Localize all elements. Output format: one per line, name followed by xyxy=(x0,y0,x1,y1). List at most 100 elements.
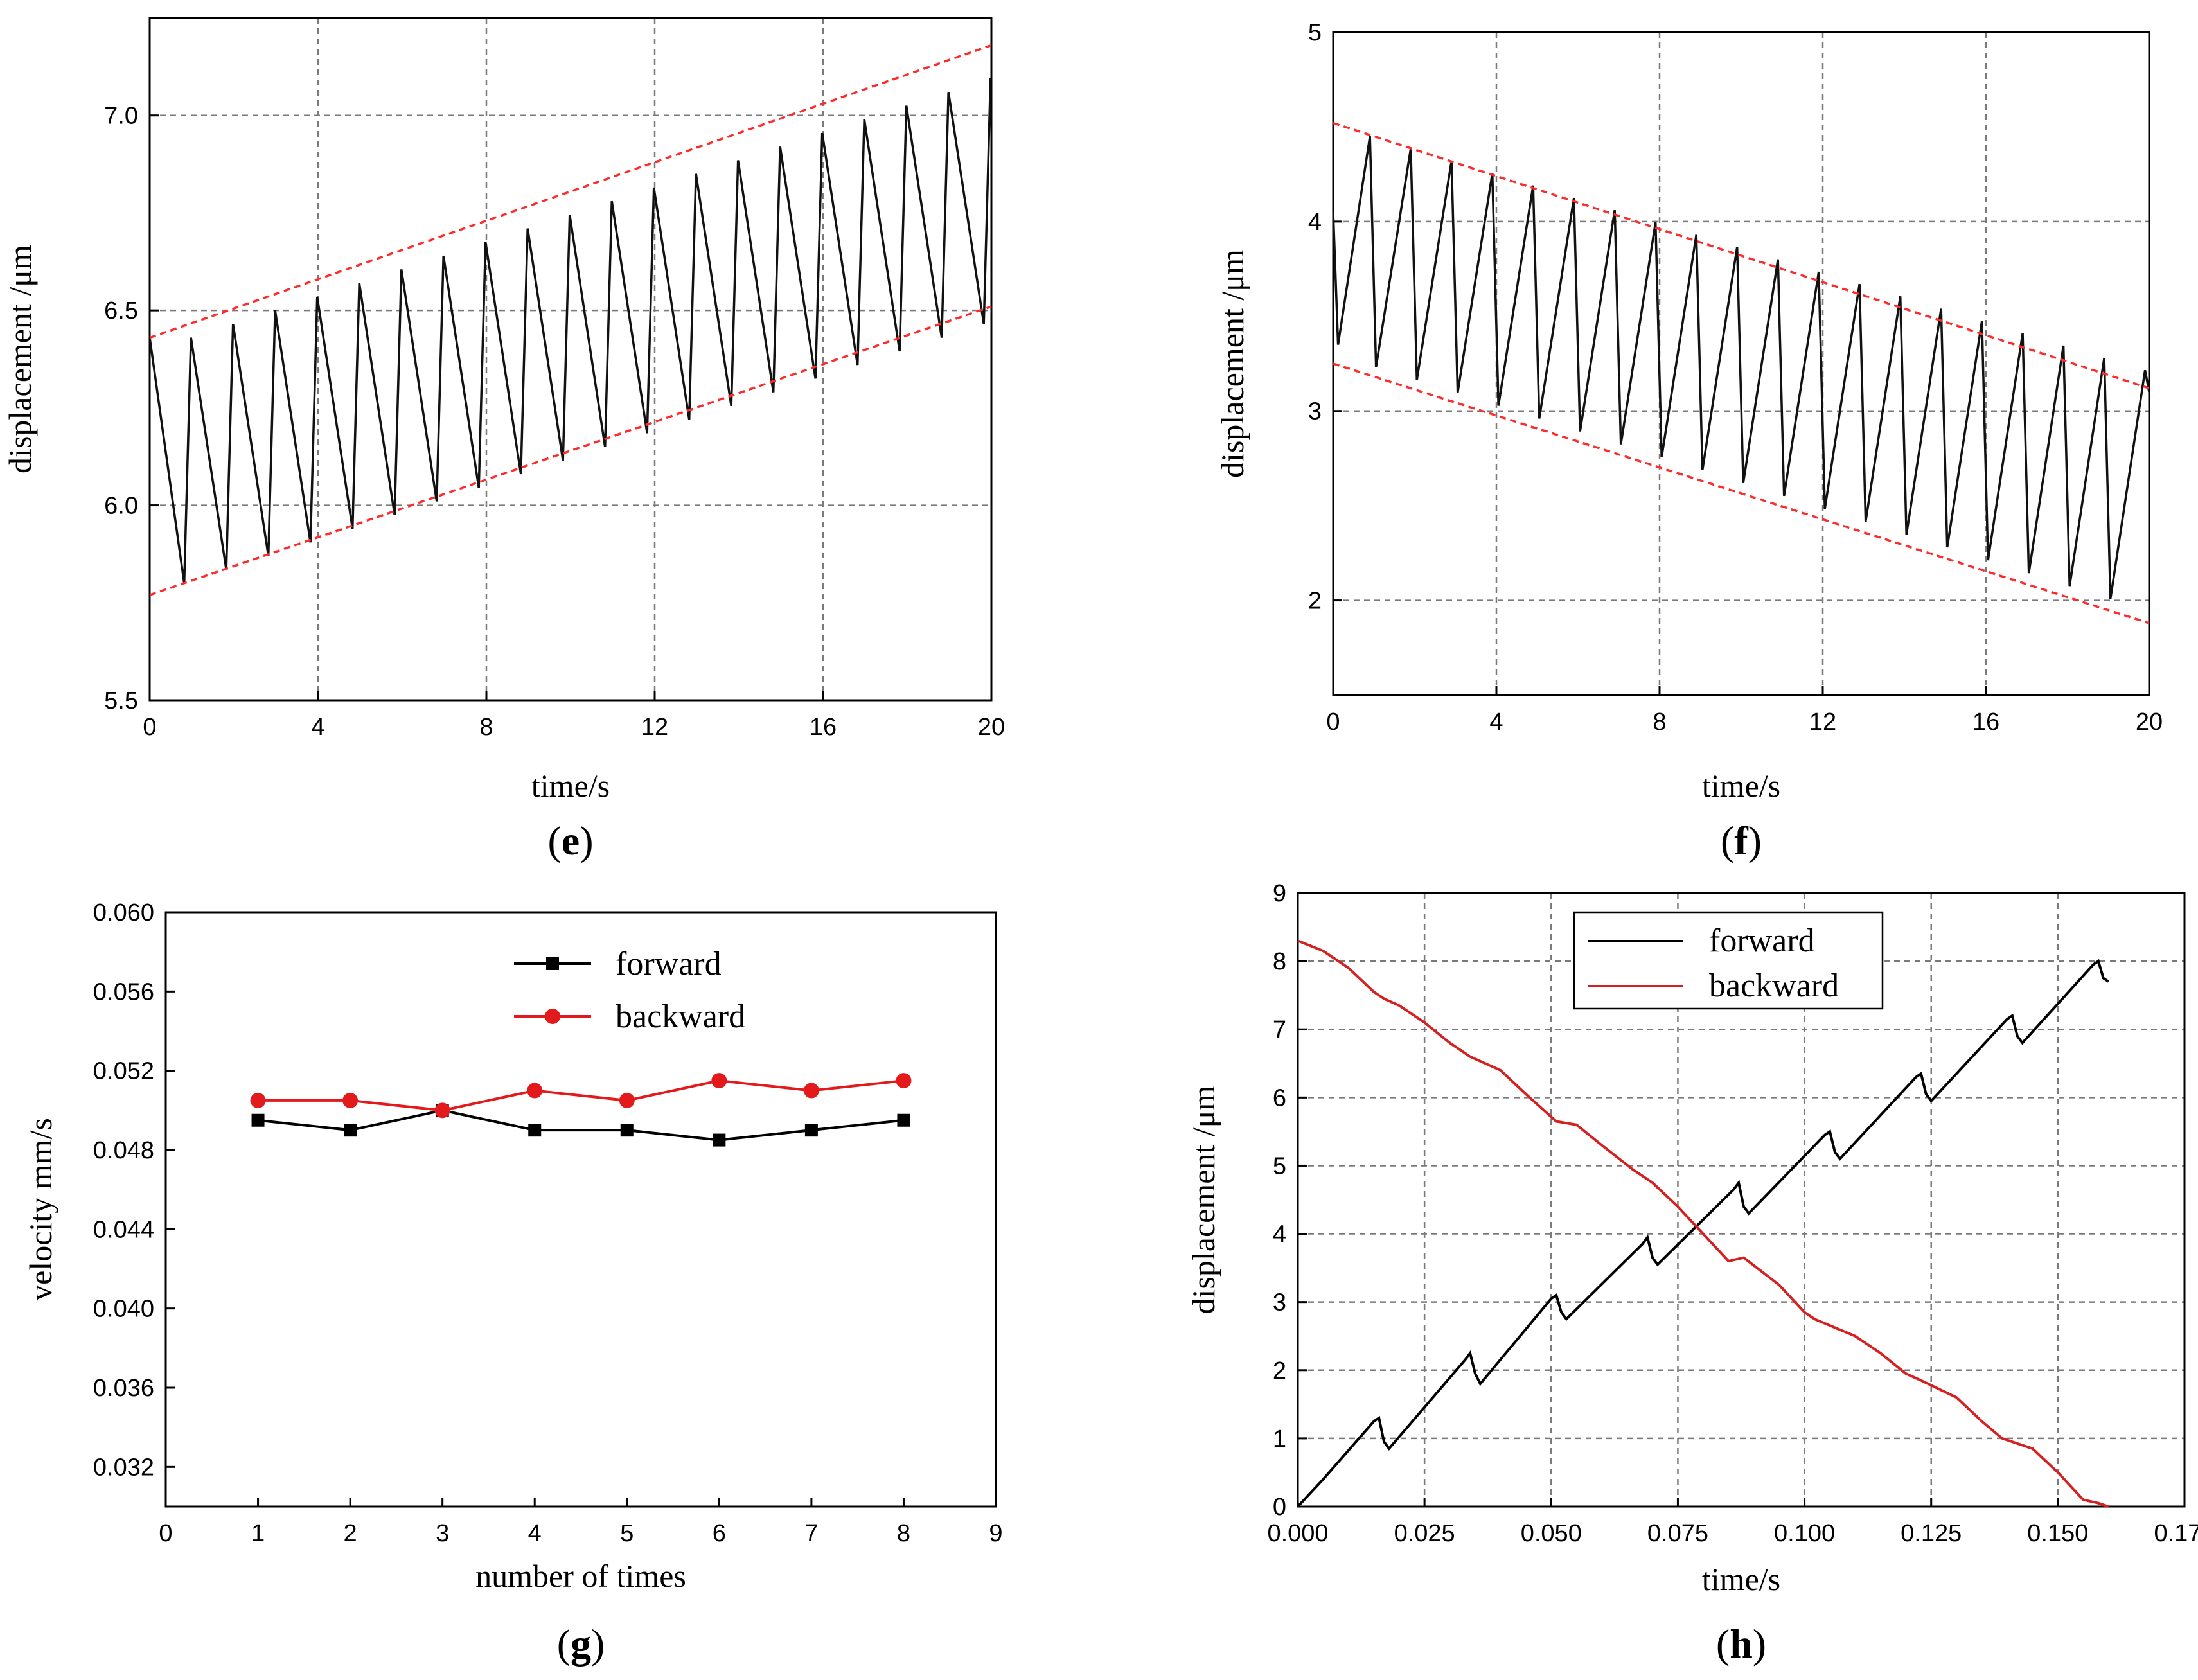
forward-point xyxy=(528,1124,542,1137)
x-tick-label: 5 xyxy=(620,1520,634,1547)
panel-label-open: ( xyxy=(1721,818,1734,863)
x-tick-label: 0.075 xyxy=(1647,1520,1708,1547)
y-tick-label: 3 xyxy=(1308,398,1322,425)
y-tick-label: 0 xyxy=(1273,1494,1286,1521)
chart-h: 0.000 0.025 0.050 0.075 0.100 0.125 0.150 0.175… xyxy=(1185,880,2198,1667)
x-tick-label: 16 xyxy=(1972,709,1999,736)
x-axis-label: number of times xyxy=(475,1558,686,1594)
backward-point xyxy=(527,1083,543,1099)
panel-label: (h) xyxy=(1716,1621,1766,1667)
y-tick-label: 0.044 xyxy=(93,1216,154,1243)
x-tick-label: 0.000 xyxy=(1267,1520,1328,1547)
panel-label: (f) xyxy=(1721,818,1762,863)
x-tick-label: 2 xyxy=(344,1520,357,1547)
legend-forward-marker xyxy=(546,957,559,970)
y-tick-label: 5 xyxy=(1308,19,1322,46)
forward-series-line xyxy=(258,1109,904,1142)
x-tick-label: 8 xyxy=(479,714,493,741)
panel-label-letter: h xyxy=(1730,1621,1753,1667)
y-tick-label: 6.0 xyxy=(104,493,138,520)
panel-label-letter: f xyxy=(1734,818,1748,863)
upper-envelope-line xyxy=(149,44,992,339)
x-tick-label: 4 xyxy=(311,714,324,741)
legend-box xyxy=(1573,911,1884,1010)
plot-frame xyxy=(1297,892,2186,1508)
x-tick-label: 12 xyxy=(1809,709,1836,736)
forward-point xyxy=(897,1113,910,1127)
y-tick-label: 4 xyxy=(1308,209,1322,236)
y-tick-label: 7 xyxy=(1273,1016,1286,1043)
y-tick-label: 7.0 xyxy=(104,103,138,130)
forward-point xyxy=(620,1124,634,1137)
chart-f: 0 4 8 12 16 20 2 3 4 5 time/s displacement /μm (f) xyxy=(1214,19,2163,863)
panel-label-close: ) xyxy=(1753,1621,1766,1667)
forward-point xyxy=(344,1124,357,1137)
x-tick-label: 0.125 xyxy=(1901,1520,1962,1547)
panel-label-open: ( xyxy=(547,818,561,863)
y-tick-label: 0.040 xyxy=(93,1296,154,1323)
panel-label-letter: e xyxy=(562,818,580,863)
y-tick-label: 0.060 xyxy=(93,899,154,926)
x-axis-label: time/s xyxy=(531,768,610,804)
panel-label-open: ( xyxy=(557,1621,571,1667)
y-tick-label: 3 xyxy=(1273,1289,1286,1316)
panel-label-letter: g xyxy=(571,1621,591,1667)
legend-forward-label: forward xyxy=(616,946,722,982)
lower-envelope-line xyxy=(149,305,992,596)
backward-series-line xyxy=(258,1079,904,1112)
y-tick-label: 0.032 xyxy=(93,1454,154,1481)
y-tick-label: 0.056 xyxy=(93,978,154,1005)
y-axis-label: displacement /μm xyxy=(1214,249,1250,478)
legend-backward-label: backward xyxy=(616,998,745,1035)
backward-point xyxy=(342,1092,359,1108)
backward-point xyxy=(896,1073,912,1089)
x-tick-label: 9 xyxy=(989,1520,1002,1547)
x-tick-label: 0.100 xyxy=(1774,1520,1835,1547)
panel-label-close: ) xyxy=(1748,818,1762,863)
x-axis-label: time/s xyxy=(1702,768,1780,804)
x-tick-label: 0 xyxy=(159,1520,172,1547)
x-tick-label: 8 xyxy=(897,1520,910,1547)
x-tick-label: 0 xyxy=(1326,709,1340,736)
plot-frame xyxy=(148,17,993,702)
x-tick-label: 7 xyxy=(804,1520,818,1547)
plot-frame xyxy=(164,911,997,1508)
x-tick-label: 8 xyxy=(1653,709,1666,736)
panel-label-open: ( xyxy=(1716,1621,1730,1667)
forward-point xyxy=(251,1113,265,1127)
forward-point xyxy=(713,1133,726,1147)
displacement-series-line xyxy=(1333,136,2149,599)
x-tick-label: 20 xyxy=(978,714,1005,741)
x-tick-label: 1 xyxy=(251,1520,265,1547)
forward-point xyxy=(804,1124,818,1137)
x-tick-label: 12 xyxy=(641,714,668,741)
x-tick-label: 6 xyxy=(713,1520,726,1547)
x-tick-label: 3 xyxy=(436,1520,449,1547)
x-tick-label: 20 xyxy=(2136,709,2163,736)
y-tick-label: 0.048 xyxy=(93,1137,154,1164)
y-tick-label: 0.036 xyxy=(93,1375,154,1402)
x-tick-label: 0.175 xyxy=(2154,1520,2198,1547)
x-tick-label: 16 xyxy=(810,714,837,741)
x-tick-label: 0 xyxy=(143,714,156,741)
legend-forward-label: forward xyxy=(1709,923,1815,959)
backward-point xyxy=(434,1102,450,1119)
y-tick-label: 6.5 xyxy=(104,297,138,324)
y-tick-label: 9 xyxy=(1273,880,1286,907)
y-tick-label: 2 xyxy=(1308,588,1322,615)
backward-point xyxy=(619,1092,635,1108)
backward-point xyxy=(803,1083,819,1099)
panel-label-close: ) xyxy=(591,1621,605,1667)
panel-label: (e) xyxy=(547,818,593,863)
x-tick-label: 4 xyxy=(1489,709,1503,736)
y-axis-label: displacement /μm xyxy=(2,245,38,473)
y-axis-label: velocity mm/s xyxy=(22,1118,58,1301)
x-tick-label: 0.025 xyxy=(1394,1520,1455,1547)
panel-label-close: ) xyxy=(580,818,593,863)
forward-series-line xyxy=(1297,959,2109,1508)
x-tick-label: 0.050 xyxy=(1521,1520,1582,1547)
chart-e: 0 4 8 12 16 20 5.5 6.0 6.5 7.0 time/s displacement … xyxy=(2,17,1005,863)
backward-point xyxy=(250,1092,266,1108)
y-tick-label: 6 xyxy=(1273,1084,1286,1111)
